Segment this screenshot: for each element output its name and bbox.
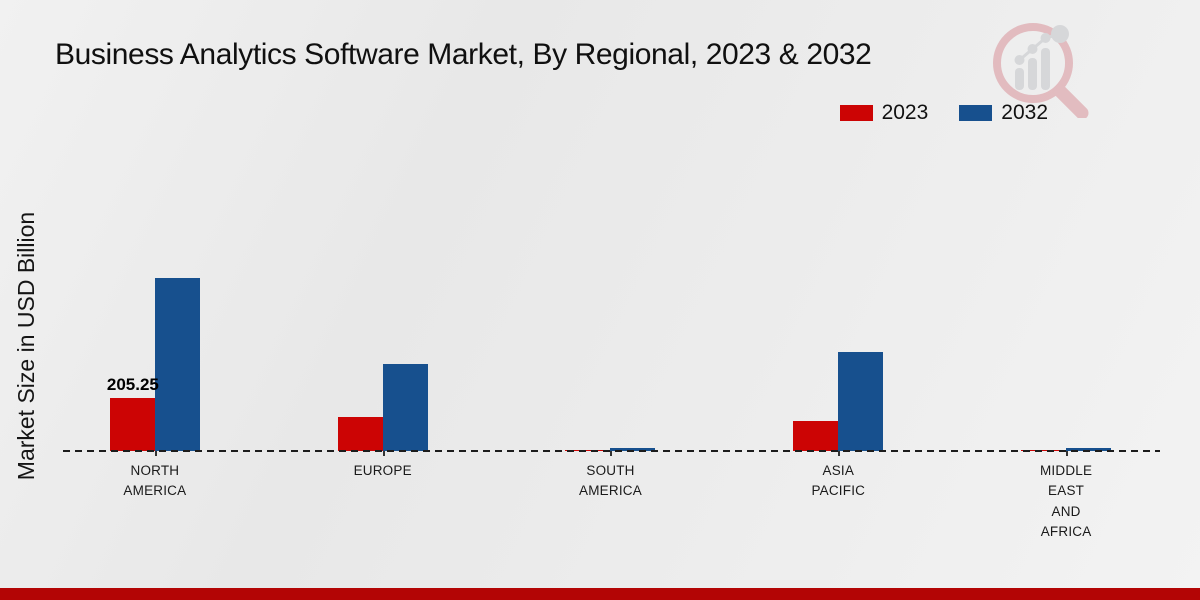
data-label-2023: 205.25 (106, 375, 159, 395)
legend: 2023 2032 (839, 101, 1048, 125)
legend-swatch-2032 (959, 105, 993, 121)
axis-tick-4 (1066, 451, 1069, 456)
bar-2032-1 (382, 364, 428, 451)
category-label-4: MIDDLE EAST AND AFRICA (1039, 463, 1093, 539)
axis-tick-0 (154, 451, 157, 456)
bars-0: 205.25 (106, 278, 200, 451)
category-group-0: 205.25 NORTH AMERICA (41, 0, 269, 498)
bar-2032-3 (838, 352, 884, 451)
legend-item-2023: 2023 (839, 101, 929, 125)
bar-2032-0 (154, 278, 200, 451)
x-axis-baseline (63, 450, 1160, 452)
category-label-3: ASIA PACIFIC (811, 463, 866, 499)
legend-swatch-2023 (839, 105, 873, 121)
bar-2032-2 (610, 447, 656, 451)
bar-2023-1 (337, 417, 383, 451)
category-label-0: NORTH AMERICA (123, 463, 187, 499)
bar-2032-4 (1066, 447, 1112, 451)
axis-tick-1 (382, 451, 385, 456)
axis-tick-2 (610, 451, 613, 456)
category-group-4: MIDDLE EAST AND AFRICA (952, 0, 1180, 539)
bars-1 (337, 364, 428, 451)
axis-tick-3 (838, 451, 841, 456)
legend-item-2032: 2032 (959, 101, 1048, 125)
magnifier-growth-chart-icon (993, 23, 1089, 120)
y-axis-label: Market Size in USD Billion (13, 211, 39, 481)
category-label-2: SOUTH AMERICA (579, 463, 642, 499)
chart-title: Business Analytics Software Market, By R… (55, 38, 872, 71)
bar-2023-3 (793, 421, 839, 451)
category-group-3: ASIA PACIFIC (724, 0, 952, 498)
legend-label-2032: 2032 (1001, 101, 1048, 124)
category-group-1: EUROPE (269, 0, 497, 478)
bar-chart: 205.25 NORTH AMERICA EUROPE SOUTH AMERICA AS… (41, 0, 1180, 539)
category-group-2: SOUTH AMERICA (497, 0, 725, 498)
category-label-1: EUROPE (353, 463, 412, 478)
bar-2023-0 (109, 398, 155, 451)
bars-3 (793, 352, 884, 451)
mrfr-logo (985, 16, 1103, 123)
legend-label-2023: 2023 (881, 101, 929, 124)
footer-stripe (0, 588, 1200, 600)
